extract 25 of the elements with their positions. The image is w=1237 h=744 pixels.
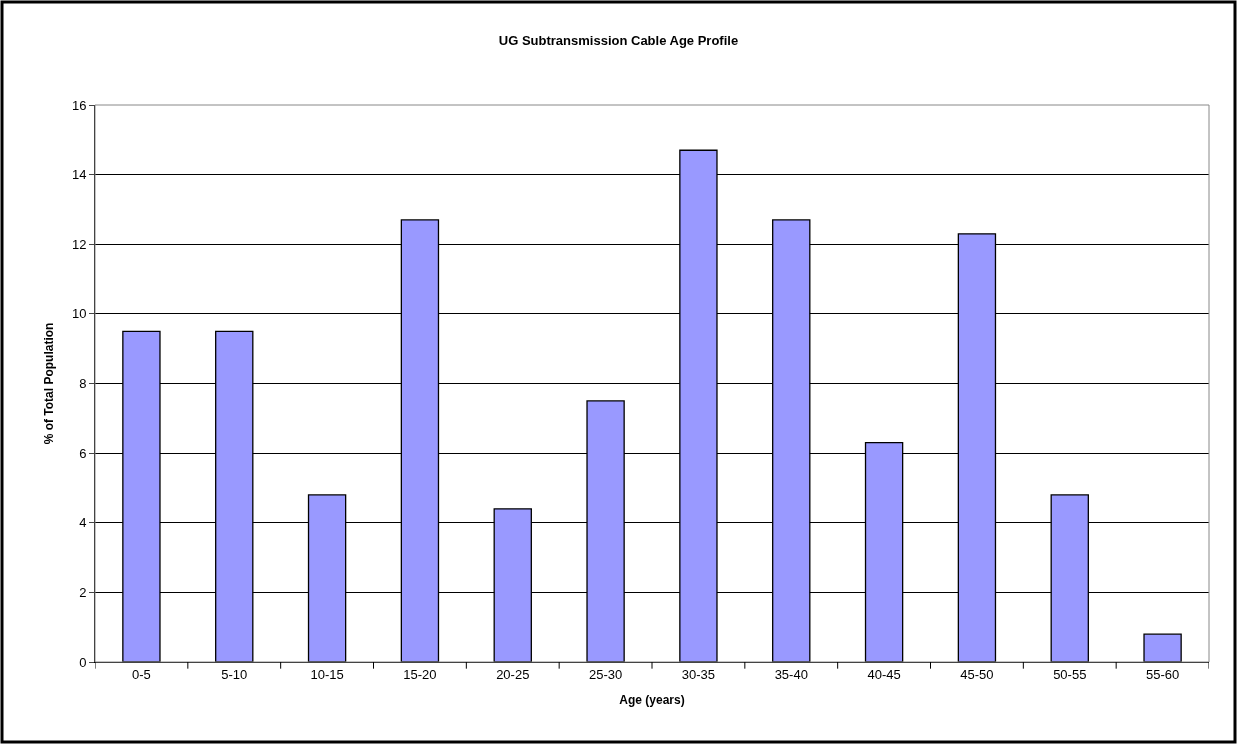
y-tick-label: 12 <box>71 236 87 252</box>
x-tick-label: 5-10 <box>221 666 248 682</box>
y-tick-label: 10 <box>71 306 87 322</box>
y-axis-title: % of Total Population <box>42 322 57 445</box>
x-tick-label: 55-60 <box>1145 666 1180 682</box>
x-axis-title: Age (years) <box>619 693 685 708</box>
x-tick-label: 25-30 <box>588 666 623 682</box>
x-tick-label: 35-40 <box>774 666 808 682</box>
x-tick-label: 15-20 <box>403 666 437 682</box>
y-tick-label: 2 <box>79 584 87 600</box>
chart-title: UG Subtransmission Cable Age Profile <box>498 32 739 48</box>
x-tick-label: 45-50 <box>960 666 994 682</box>
x-tick-label: 30-35 <box>681 666 716 682</box>
bar <box>1143 633 1182 662</box>
y-tick-label: 8 <box>79 376 87 392</box>
x-tick-label: 40-45 <box>867 666 901 682</box>
y-tick-label: 0 <box>79 654 87 670</box>
x-tick-label: 20-25 <box>496 666 530 682</box>
y-tick-label: 6 <box>79 445 87 461</box>
x-tick-label: 50-55 <box>1053 666 1087 682</box>
y-tick-label: 16 <box>71 97 87 113</box>
x-tick-label: 10-15 <box>310 666 344 682</box>
y-tick-label: 14 <box>71 167 87 183</box>
y-tick-label: 4 <box>79 515 87 531</box>
x-tick-label: 0-5 <box>132 666 151 682</box>
